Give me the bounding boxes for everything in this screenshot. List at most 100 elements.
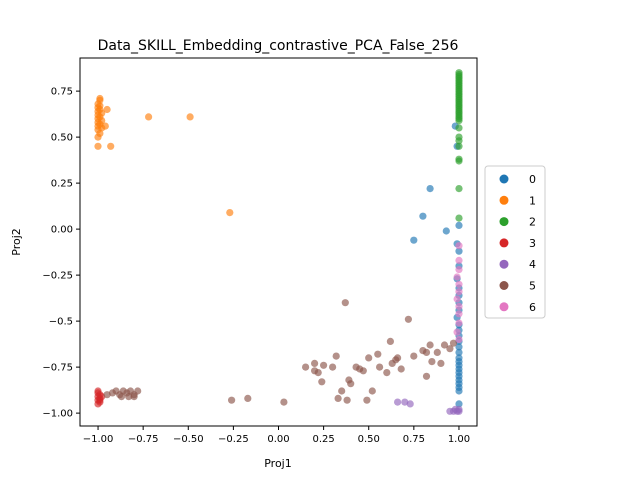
data-point-2 [455,137,463,145]
data-point-6 [455,266,463,274]
data-point-5 [449,339,458,347]
data-point-6 [455,319,463,327]
data-point-5 [404,315,412,323]
y-axis-label: Proj2 [10,228,23,256]
data-point-0 [455,400,463,408]
legend-label-5: 5 [529,280,536,293]
data-point-0 [455,343,463,351]
x-tick-label: 1.00 [448,434,470,445]
legend-marker-0 [499,174,509,184]
data-point-2 [455,214,463,222]
data-point-5 [314,369,322,377]
data-point-2 [455,157,463,165]
legend-label-6: 6 [529,301,536,314]
y-axis: 0.75 0.50 0.25 0.00 −0.25 −0.5 −0.75 −1.00 [42,87,80,420]
data-point-5 [318,378,326,386]
data-point-2 [455,124,463,132]
data-point-5 [302,363,310,371]
data-point-1 [226,209,234,217]
data-point-0 [442,227,450,235]
data-point-4 [401,398,409,406]
data-point-0 [455,387,463,395]
data-point-0 [426,185,434,193]
data-point-5 [341,299,349,307]
legend-label-0: 0 [529,173,536,186]
data-point-1 [103,105,111,114]
data-point-6 [455,288,463,296]
data-point-0 [410,236,418,244]
y-tick-label: −0.75 [42,363,73,374]
data-point-1 [101,122,109,130]
data-point-5 [368,387,376,395]
data-point-5 [359,367,367,375]
x-tick-label: 0.75 [403,434,425,445]
data-point-0 [455,247,463,255]
data-point-5 [386,337,394,345]
data-point-4 [394,398,402,406]
data-point-1 [145,113,153,121]
x-tick-label: 0.25 [312,434,334,445]
y-tick-label: −0.25 [42,271,73,282]
data-point-6 [453,273,461,281]
legend-label-4: 4 [529,258,536,271]
data-point-2 [455,142,463,150]
data-point-5 [338,387,346,395]
data-point-1 [107,142,115,150]
legend-marker-1 [499,195,509,205]
data-point-5 [130,393,138,401]
data-point-6 [455,302,463,310]
y-tick-label: 0.25 [51,179,73,190]
data-point-5 [228,396,236,404]
data-point-5 [397,365,405,373]
data-point-0 [419,212,427,220]
data-point-5 [440,341,449,349]
data-point-5 [428,358,436,366]
data-point-3 [96,396,104,404]
data-point-4 [455,407,463,415]
x-tick-label: 0.00 [267,434,289,445]
data-point-6 [455,256,463,264]
data-point-4 [406,400,414,408]
plot-frame [79,57,478,427]
data-point-5 [343,396,351,404]
data-point-5 [433,348,441,356]
data-point-3 [94,387,102,395]
legend: 0 1 2 3 4 5 6 [484,165,546,319]
data-point-5 [125,393,133,401]
data-point-1 [96,94,104,103]
data-point-5 [426,341,434,349]
data-point-5 [422,348,431,356]
data-point-5 [363,396,371,404]
y-tick-label: 0.75 [51,87,73,98]
x-tick-label: 0.50 [358,434,380,445]
data-point-5 [446,345,454,353]
data-point-5 [134,387,142,395]
legend-label-3: 3 [529,237,536,250]
data-point-6 [453,328,461,336]
data-point-5 [329,363,337,371]
data-point-1 [94,142,102,150]
y-tick-label: 0.00 [51,225,73,236]
data-point-5 [394,354,402,362]
data-point-2 [455,117,463,125]
legend-label-1: 1 [529,194,536,207]
data-point-5 [320,361,328,369]
x-tick-label: −1.00 [83,434,114,445]
legend-marker-6 [499,302,509,312]
data-point-6 [455,242,463,250]
x-axis: −1.00 −0.75 −0.50 −0.25 0.00 0.25 0.50 0.75 1.00 [83,426,470,445]
data-point-5 [103,391,111,399]
data-point-5 [244,394,252,402]
data-point-6 [455,280,463,288]
data-point-6 [455,335,463,344]
chart-title: Data_SKILL_Embedding_contrastive_PCA_Fal… [98,38,459,54]
data-point-6 [453,295,461,303]
data-point-5 [334,394,342,402]
data-point-5 [383,369,391,377]
legend-marker-4 [499,259,509,269]
data-point-5 [365,354,373,362]
data-point-1 [186,113,194,121]
data-point-5 [374,350,382,358]
y-tick-label: 0.50 [51,133,73,144]
